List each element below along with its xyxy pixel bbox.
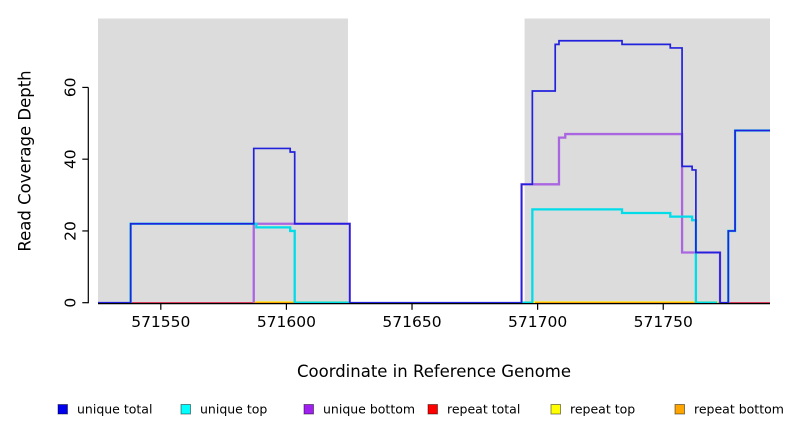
legend-item: unique total [57,402,152,417]
legend-swatch-repeat-top [550,404,561,415]
y-axis-label: Read Coverage Depth [16,70,35,251]
legend-swatch-repeat-total [427,404,438,415]
legend-item: unique bottom [303,402,415,417]
legend-item: unique top [180,402,267,417]
x-tick-label: 571750 [634,313,693,331]
x-axis-label: Coordinate in Reference Genome [297,362,571,381]
legend-swatch-unique-bottom [303,404,314,415]
legend-swatch-repeat-bottom [674,404,685,415]
legend-item-label: unique top [200,402,267,417]
series-lines [98,39,770,304]
legend-item: repeat total [427,402,520,417]
x-tick-label: 571650 [382,313,441,331]
legend-item-label: repeat total [447,402,520,417]
x-tick-label: 571700 [508,313,567,331]
legend-item: repeat bottom [674,402,784,417]
legend-swatch-unique-total [57,404,68,415]
y-tick-label: 20 [62,221,80,241]
legend: unique total unique top unique bottom repea… [57,402,784,417]
legend-item-label: unique total [77,402,152,417]
y-tick-label: 0 [62,298,80,308]
y-tick-label: 60 [62,78,80,98]
axes: 571550 571600 571650 571700 571750 0 20 40 60 [62,78,770,331]
y-tick-label: 40 [62,149,80,169]
legend-item-label: repeat bottom [694,402,784,417]
x-tick-label: 571600 [257,313,316,331]
shaded-region [524,18,770,304]
series-line-unique-total [98,39,770,304]
legend-item: repeat top [550,402,635,417]
legend-swatch-unique-top [180,404,191,415]
shaded-regions [98,18,770,304]
legend-item-label: repeat top [570,402,635,417]
legend-item-label: unique bottom [323,402,415,417]
shaded-region [98,18,348,304]
x-tick-label: 571550 [131,313,190,331]
